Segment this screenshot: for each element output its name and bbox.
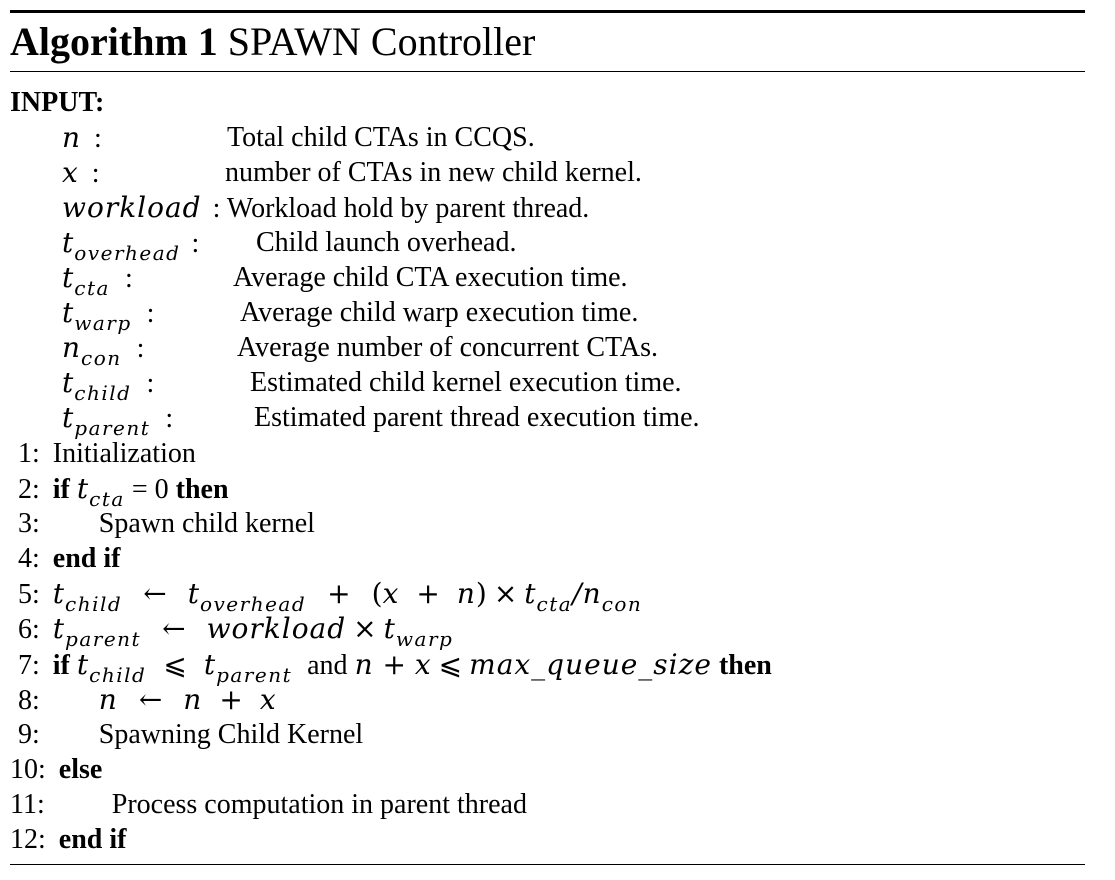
input-symbol: t [62, 261, 75, 294]
step-3: 3: Spawn child kernel [18, 506, 315, 541]
input-desc-tchild: Estimated child kernel execution time. [250, 367, 682, 398]
input-symbol: t [62, 366, 75, 399]
input-desc-tcta: Average child CTA execution time. [233, 262, 628, 293]
input-colon: : [136, 333, 145, 364]
if-keyword: if [52, 650, 70, 681]
input-heading: INPUT: [10, 87, 105, 118]
input-row-tchild: tchild : [62, 365, 155, 405]
input-symbol: t [62, 296, 75, 329]
step-text: Spawning Child Kernel [98, 719, 364, 750]
input-colon: : [91, 158, 100, 189]
input-colon: : [165, 403, 174, 434]
input-row-tparent: tparent : [62, 400, 174, 440]
input-symbol: n [62, 331, 82, 364]
input-row-twarp: twarp : [62, 295, 155, 335]
step-number: 7: [18, 650, 40, 681]
if-keyword: if [52, 474, 70, 505]
input-symbol: x [62, 156, 79, 189]
algorithm-block: Algorithm 1 SPAWN Controller INPUT: n : … [10, 10, 1085, 865]
input-subscript: child [74, 381, 132, 405]
step-number: 2: [18, 474, 40, 505]
step-4: 4: end if [18, 541, 120, 576]
step-number: 9: [18, 719, 40, 750]
step-number: 8: [18, 685, 40, 716]
end-if-keyword: end if [52, 543, 121, 574]
condition-equals: = 0 [131, 474, 169, 505]
input-symbol: n [62, 121, 82, 154]
step-6: 6: tparent ← workload × twarp [18, 612, 454, 651]
max-queue-size: max_queue_size [469, 648, 712, 681]
step-number: 6: [18, 614, 40, 645]
step-text: Spawn child kernel [98, 508, 315, 539]
input-subscript: cta [74, 276, 110, 300]
algorithm-body: INPUT: n : Total child CTAs in CCQS. x :… [10, 72, 1085, 868]
input-row-tcta: tcta : [62, 260, 133, 300]
input-row-toverhead: toverhead : [62, 225, 200, 265]
else-keyword: else [58, 754, 103, 785]
input-row-x: x : [62, 155, 100, 190]
input-desc-toverhead: Child launch overhead. [256, 227, 517, 258]
input-colon: : [94, 123, 102, 154]
input-symbol: t [62, 401, 75, 434]
input-subscript: con [81, 346, 122, 370]
input-subscript: overhead [74, 241, 181, 265]
input-symbol: workload [62, 191, 202, 224]
end-if-keyword: end if [58, 824, 127, 855]
then-keyword: then [718, 650, 772, 681]
step-text: Initialization [52, 438, 196, 469]
input-colon: : [146, 368, 155, 399]
step-8: 8: n ← n + x [18, 683, 277, 716]
input-desc-ncon: Average number of concurrent CTAs. [237, 332, 658, 363]
title-rule [10, 71, 1085, 72]
step-10: 10: else [10, 752, 102, 787]
algorithm-label: Algorithm 1 [10, 19, 218, 64]
input-colon: : [212, 193, 221, 224]
algorithm-name: SPAWN Controller [227, 19, 536, 64]
algorithm-title: Algorithm 1 SPAWN Controller [10, 13, 1085, 71]
input-desc-twarp: Average child warp execution time. [240, 297, 639, 328]
step-number: 1: [18, 438, 40, 469]
step-1: 1: Initialization [18, 436, 196, 471]
step-number: 5: [18, 579, 40, 610]
input-row-n: n : [62, 120, 102, 155]
step-2: 2: if tcta = 0 then [18, 472, 229, 511]
step-text: Process computation in parent thread [111, 789, 527, 820]
input-desc-n: Total child CTAs in CCQS. [227, 122, 535, 153]
top-rule [10, 10, 1085, 13]
input-desc-x: number of CTAs in new child kernel. [225, 157, 642, 188]
input-desc: Workload hold by parent thread. [226, 193, 590, 224]
step-number: 4: [18, 543, 40, 574]
input-subscript: warp [74, 311, 132, 335]
step-7: 7: if tchild ⩽ tparent and n + x ⩽ max_q… [18, 648, 772, 687]
input-colon: : [191, 228, 200, 259]
and-keyword: and [307, 650, 348, 681]
step-11: 11: Process computation in parent thread [10, 787, 527, 822]
step-12: 12: end if [10, 822, 126, 857]
input-row-workload: workload : Workload hold by parent threa… [62, 190, 589, 225]
then-keyword: then [175, 474, 229, 505]
input-colon: : [146, 298, 155, 329]
input-subscript: parent [74, 416, 151, 440]
bottom-rule [10, 864, 1085, 865]
step-number: 3: [18, 508, 40, 539]
step-number: 12: [10, 824, 46, 855]
input-desc-tparent: Estimated parent thread execution time. [254, 402, 700, 433]
step-9: 9: Spawning Child Kernel [18, 717, 363, 752]
step-number: 11: [10, 789, 45, 820]
input-colon: : [124, 263, 133, 294]
step-5: 5: tchild ← toverhead + (x + n) × tcta/n… [18, 577, 643, 616]
step-number: 10: [10, 754, 46, 785]
input-symbol: t [62, 226, 75, 259]
input-row-ncon: ncon : [62, 330, 145, 370]
